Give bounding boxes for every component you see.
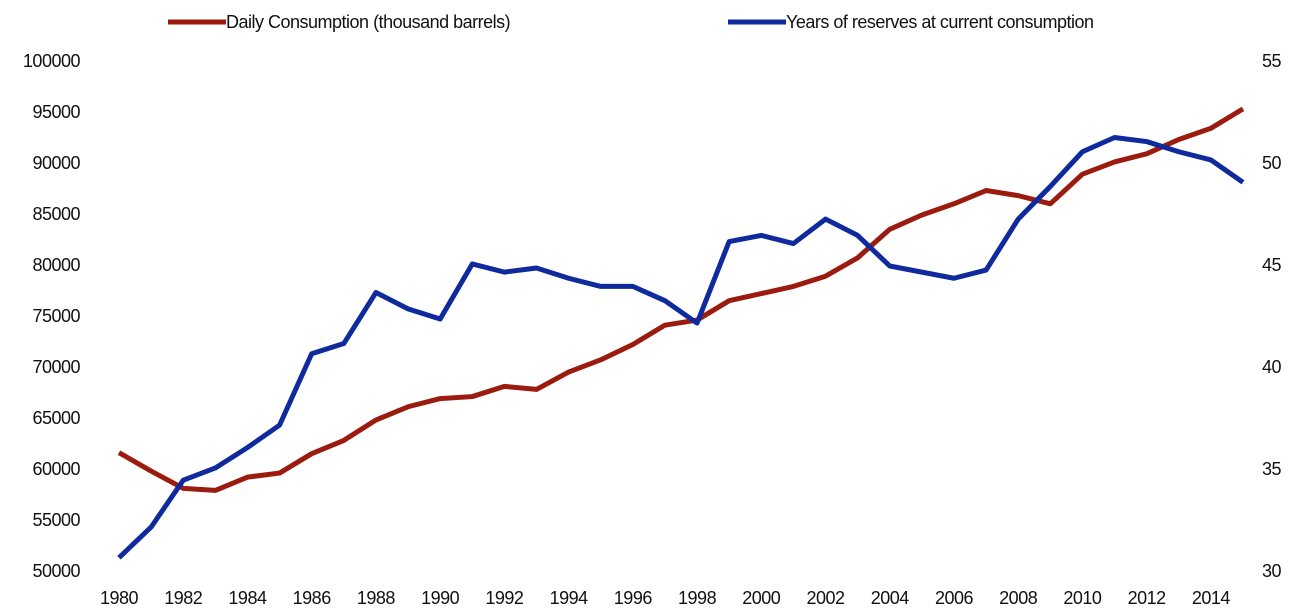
- x-tick-label: 2002: [806, 588, 845, 608]
- y-tick-label: 60000: [32, 459, 80, 479]
- y-tick-label: 80000: [32, 255, 80, 275]
- legend-label: Years of reserves at current consumption: [786, 12, 1094, 32]
- x-tick-label: 1984: [228, 588, 267, 608]
- x-tick-label: 1998: [678, 588, 717, 608]
- x-tick-label: 2014: [1192, 588, 1231, 608]
- y-tick-label: 95000: [32, 102, 80, 122]
- x-tick-label: 2012: [1128, 588, 1167, 608]
- y-tick-label: 85000: [32, 204, 80, 224]
- y2-tick-label: 45: [1262, 255, 1282, 275]
- legend-label: Daily Consumption (thousand barrels): [226, 12, 510, 32]
- x-tick-label: 1988: [357, 588, 396, 608]
- x-tick-label: 2006: [935, 588, 974, 608]
- y-tick-label: 50000: [32, 561, 80, 581]
- x-tick-label: 1996: [614, 588, 653, 608]
- y2-tick-label: 35: [1262, 459, 1282, 479]
- y-tick-label: 100000: [23, 51, 81, 71]
- x-tick-label: 2008: [999, 588, 1038, 608]
- x-tick-label: 2000: [742, 588, 781, 608]
- x-tick-label: 1986: [293, 588, 332, 608]
- y-tick-label: 70000: [32, 357, 80, 377]
- y-tick-label: 65000: [32, 408, 80, 428]
- x-tick-label: 1980: [100, 588, 139, 608]
- x-tick-label: 1990: [421, 588, 460, 608]
- series-line: [117, 106, 1245, 493]
- series-line: [117, 134, 1245, 560]
- x-tick-label: 1994: [550, 588, 589, 608]
- y-tick-label: 90000: [32, 153, 80, 173]
- x-tick-label: 1982: [164, 588, 203, 608]
- x-tick-label: 2004: [871, 588, 910, 608]
- x-tick-label: 1992: [485, 588, 524, 608]
- y-tick-label: 55000: [32, 510, 80, 530]
- y-tick-label: 75000: [32, 306, 80, 326]
- y2-tick-label: 50: [1262, 153, 1282, 173]
- y2-tick-label: 40: [1262, 357, 1282, 377]
- x-tick-label: 2010: [1063, 588, 1102, 608]
- y2-tick-label: 55: [1262, 51, 1282, 71]
- y2-tick-label: 30: [1262, 561, 1282, 581]
